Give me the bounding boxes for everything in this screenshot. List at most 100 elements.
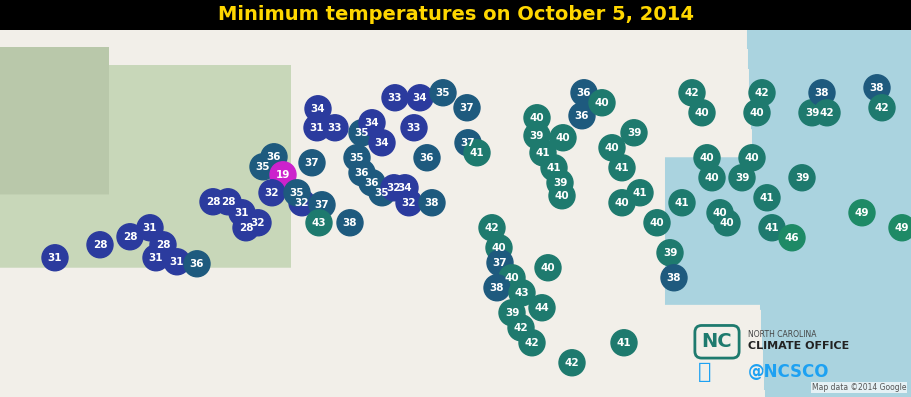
Circle shape — [729, 165, 755, 191]
Circle shape — [707, 200, 733, 226]
Text: 41: 41 — [617, 338, 631, 348]
Text: 31: 31 — [235, 208, 250, 218]
Circle shape — [414, 145, 440, 171]
Text: 35: 35 — [374, 188, 389, 198]
Circle shape — [309, 192, 335, 218]
Circle shape — [689, 100, 715, 126]
Text: 40: 40 — [650, 218, 664, 228]
Circle shape — [849, 200, 875, 226]
Circle shape — [509, 280, 535, 306]
Circle shape — [289, 190, 315, 216]
Circle shape — [547, 170, 573, 196]
Text: 33: 33 — [388, 93, 403, 103]
Circle shape — [42, 245, 68, 271]
Circle shape — [535, 255, 561, 281]
Text: 31: 31 — [148, 253, 163, 263]
Text: 39: 39 — [553, 178, 568, 188]
Text: CLIMATE OFFICE: CLIMATE OFFICE — [748, 341, 849, 351]
Text: 41: 41 — [547, 163, 561, 173]
Circle shape — [550, 125, 576, 151]
Text: 41: 41 — [675, 198, 690, 208]
Circle shape — [215, 189, 241, 215]
Circle shape — [486, 235, 512, 261]
Circle shape — [589, 90, 615, 116]
Text: 31: 31 — [47, 253, 62, 263]
Text: 42: 42 — [565, 358, 579, 368]
Text: 42: 42 — [754, 88, 769, 98]
Text: 28: 28 — [123, 232, 138, 242]
Text: 40: 40 — [700, 153, 714, 163]
Text: 37: 37 — [461, 138, 476, 148]
Circle shape — [609, 155, 635, 181]
Circle shape — [759, 215, 785, 241]
Circle shape — [284, 180, 310, 206]
Circle shape — [679, 80, 705, 106]
Text: 32: 32 — [295, 198, 309, 208]
Text: 28: 28 — [206, 197, 220, 207]
Circle shape — [571, 80, 597, 106]
Circle shape — [137, 215, 163, 241]
Text: @NCSCO: @NCSCO — [748, 363, 830, 381]
Text: 32: 32 — [265, 188, 280, 198]
Text: Minimum temperatures on October 5, 2014: Minimum temperatures on October 5, 2014 — [218, 6, 693, 24]
Text: 35: 35 — [435, 88, 450, 98]
Circle shape — [549, 183, 575, 209]
Circle shape — [599, 135, 625, 161]
Text: 43: 43 — [515, 288, 529, 298]
Circle shape — [184, 251, 210, 277]
Text: 34: 34 — [413, 93, 427, 103]
Text: 46: 46 — [784, 233, 799, 243]
Text: 28: 28 — [156, 240, 170, 250]
Text: 40: 40 — [744, 153, 759, 163]
Circle shape — [245, 210, 271, 236]
Text: 41: 41 — [470, 148, 485, 158]
Circle shape — [419, 190, 445, 216]
Text: Map data ©2014 Google: Map data ©2014 Google — [812, 383, 906, 392]
Circle shape — [396, 190, 422, 216]
Circle shape — [609, 190, 635, 216]
Circle shape — [669, 190, 695, 216]
Circle shape — [359, 170, 385, 196]
Text: 35: 35 — [350, 153, 364, 163]
Circle shape — [479, 215, 505, 241]
Circle shape — [484, 275, 510, 301]
Text: 33: 33 — [328, 123, 343, 133]
Circle shape — [455, 130, 481, 156]
Text: 34: 34 — [364, 118, 379, 128]
Text: 32: 32 — [251, 218, 265, 228]
Circle shape — [359, 110, 385, 136]
Text: 39: 39 — [505, 308, 519, 318]
Text: 39: 39 — [663, 248, 677, 258]
Circle shape — [621, 120, 647, 146]
Text: 49: 49 — [895, 223, 909, 233]
Circle shape — [519, 330, 545, 356]
Circle shape — [789, 165, 815, 191]
Text: 36: 36 — [577, 88, 591, 98]
Text: 37: 37 — [304, 158, 320, 168]
Text: 42: 42 — [514, 323, 528, 333]
Circle shape — [200, 189, 226, 215]
Text: 40: 40 — [750, 108, 764, 118]
Text: 49: 49 — [855, 208, 869, 218]
Circle shape — [407, 85, 433, 111]
Circle shape — [754, 185, 780, 211]
Text: 40: 40 — [529, 113, 544, 123]
Circle shape — [799, 100, 825, 126]
Circle shape — [889, 215, 911, 241]
Text: 38: 38 — [667, 273, 681, 283]
Circle shape — [304, 115, 330, 141]
Circle shape — [369, 180, 395, 206]
Circle shape — [529, 295, 555, 321]
Circle shape — [661, 265, 687, 291]
Circle shape — [305, 96, 331, 122]
Circle shape — [524, 105, 550, 131]
Text: 34: 34 — [398, 183, 413, 193]
Text: 31: 31 — [143, 223, 158, 233]
Circle shape — [454, 95, 480, 121]
Circle shape — [150, 232, 176, 258]
Text: 31: 31 — [169, 257, 184, 267]
Text: 40: 40 — [492, 243, 507, 253]
Circle shape — [864, 75, 890, 101]
Text: 36: 36 — [189, 259, 204, 269]
Text: 36: 36 — [420, 153, 435, 163]
